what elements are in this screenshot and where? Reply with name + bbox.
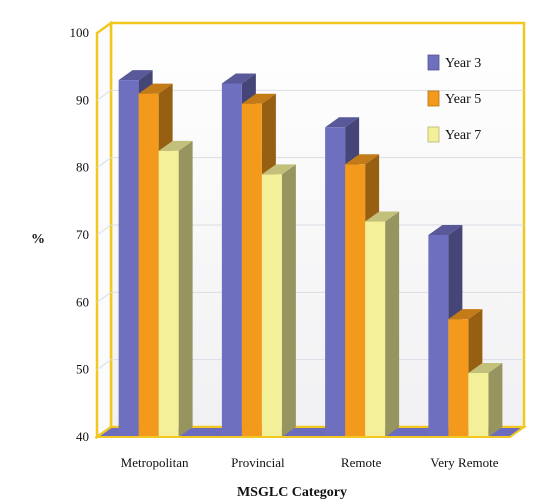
- bar: [261, 164, 296, 437]
- bar-front: [345, 164, 366, 438]
- bar-top: [118, 70, 153, 81]
- bar-top: [448, 309, 483, 320]
- bar-top: [221, 73, 256, 84]
- bar: [365, 211, 400, 437]
- y-tick-label: 80: [76, 160, 89, 175]
- legend-swatch: [427, 126, 440, 143]
- y-axis-title: %: [31, 232, 45, 247]
- bar-front: [325, 127, 346, 438]
- bar-top: [138, 83, 173, 94]
- x-axis-title: MSGLC Category: [237, 485, 347, 500]
- x-tick-label: Very Remote: [430, 455, 498, 470]
- y-tick-label: 90: [76, 92, 89, 107]
- y-tick-label: 100: [70, 25, 90, 40]
- bar-top: [261, 164, 296, 175]
- bar-front: [221, 83, 242, 437]
- x-tick-label: Provincial: [231, 455, 285, 470]
- legend-label: Year 7: [445, 128, 481, 143]
- bar-side: [281, 164, 296, 437]
- bar: [158, 140, 193, 438]
- bar-top: [428, 225, 463, 235]
- bar-front: [138, 93, 159, 437]
- bar-front: [365, 221, 386, 437]
- bar-side: [488, 363, 503, 437]
- gridline-side: [96, 359, 112, 371]
- y-tick-label: 40: [76, 429, 89, 444]
- bar-top: [241, 93, 276, 104]
- legend-label: Year 5: [445, 92, 481, 107]
- y-tick-label: 50: [76, 362, 89, 377]
- gridline-side: [96, 224, 112, 236]
- bar-side: [385, 211, 400, 437]
- bar: [468, 363, 503, 437]
- bar-front: [468, 373, 489, 437]
- bar-top: [468, 363, 503, 374]
- bar-top: [158, 140, 193, 151]
- y-tick-label: 70: [76, 227, 89, 242]
- bar-top: [345, 154, 380, 165]
- legend-swatch: [427, 54, 440, 71]
- gridline-side: [96, 157, 112, 169]
- gridline-side: [96, 89, 112, 101]
- bar-side: [178, 140, 193, 438]
- x-tick-label: Remote: [341, 455, 382, 470]
- bar-front: [241, 103, 262, 437]
- bar-top: [365, 211, 400, 222]
- bar-top: [325, 117, 360, 128]
- bar-front: [158, 150, 179, 438]
- legend: Year 3 Year 5 Year 7: [427, 54, 481, 143]
- gridline-side: [96, 291, 112, 303]
- legend-swatch: [427, 90, 440, 107]
- legend-label: Year 3: [445, 56, 481, 71]
- bar-front: [118, 80, 139, 437]
- bar-front: [428, 235, 449, 437]
- y-tick-label: 60: [76, 294, 89, 309]
- bar-front: [261, 174, 282, 437]
- bar-front: [448, 319, 469, 437]
- x-tick-label: Metropolitan: [121, 455, 189, 470]
